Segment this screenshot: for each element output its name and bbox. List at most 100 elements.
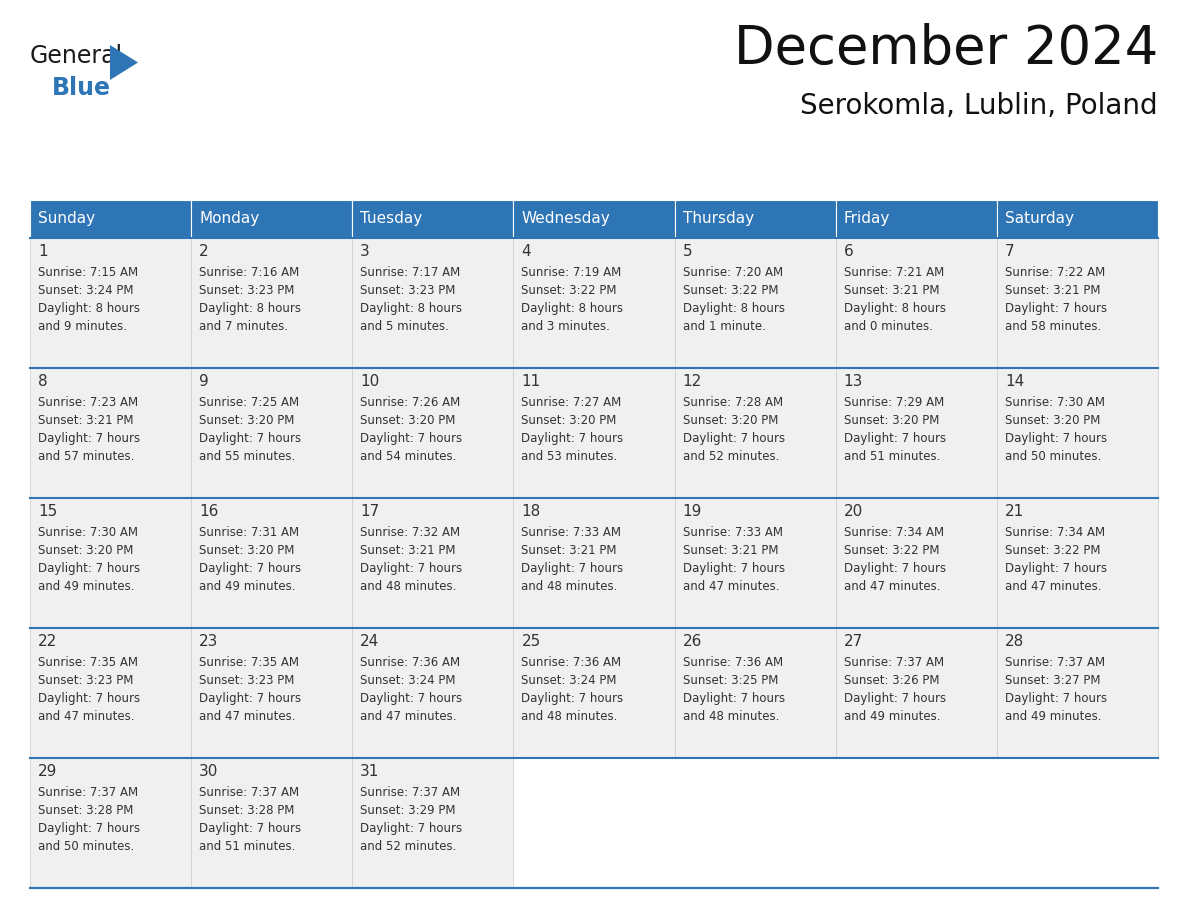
Text: Daylight: 7 hours: Daylight: 7 hours xyxy=(683,692,785,705)
Text: Sunset: 3:21 PM: Sunset: 3:21 PM xyxy=(683,544,778,557)
Text: Sunset: 3:21 PM: Sunset: 3:21 PM xyxy=(522,544,617,557)
Text: and 48 minutes.: and 48 minutes. xyxy=(522,710,618,723)
Bar xyxy=(513,200,675,238)
Bar xyxy=(30,758,191,888)
Text: Saturday: Saturday xyxy=(1005,211,1074,227)
Bar xyxy=(675,200,835,238)
Text: Sunrise: 7:35 AM: Sunrise: 7:35 AM xyxy=(38,656,138,669)
Text: Sunrise: 7:15 AM: Sunrise: 7:15 AM xyxy=(38,266,138,279)
Text: Sunrise: 7:16 AM: Sunrise: 7:16 AM xyxy=(200,266,299,279)
Bar xyxy=(997,238,1158,368)
Text: Sunset: 3:23 PM: Sunset: 3:23 PM xyxy=(38,674,133,687)
Bar xyxy=(997,628,1158,758)
Text: Sunset: 3:23 PM: Sunset: 3:23 PM xyxy=(200,674,295,687)
Text: Sunset: 3:24 PM: Sunset: 3:24 PM xyxy=(522,674,617,687)
Text: Daylight: 7 hours: Daylight: 7 hours xyxy=(522,692,624,705)
Text: Daylight: 7 hours: Daylight: 7 hours xyxy=(1005,302,1107,315)
Text: and 57 minutes.: and 57 minutes. xyxy=(38,450,134,463)
Text: Sunset: 3:21 PM: Sunset: 3:21 PM xyxy=(360,544,456,557)
Text: and 47 minutes.: and 47 minutes. xyxy=(360,710,456,723)
Bar xyxy=(191,758,353,888)
Text: 4: 4 xyxy=(522,244,531,259)
Text: 28: 28 xyxy=(1005,634,1024,649)
Text: Daylight: 7 hours: Daylight: 7 hours xyxy=(522,432,624,445)
Text: Daylight: 7 hours: Daylight: 7 hours xyxy=(1005,432,1107,445)
Polygon shape xyxy=(110,45,138,80)
Text: Daylight: 7 hours: Daylight: 7 hours xyxy=(38,692,140,705)
Bar xyxy=(353,498,513,628)
Text: Daylight: 7 hours: Daylight: 7 hours xyxy=(38,562,140,575)
Text: Sunset: 3:29 PM: Sunset: 3:29 PM xyxy=(360,804,456,817)
Text: 18: 18 xyxy=(522,504,541,519)
Text: Sunset: 3:21 PM: Sunset: 3:21 PM xyxy=(843,284,940,297)
Text: and 51 minutes.: and 51 minutes. xyxy=(843,450,940,463)
Text: Daylight: 7 hours: Daylight: 7 hours xyxy=(38,822,140,835)
Bar xyxy=(191,498,353,628)
Bar xyxy=(675,238,835,368)
Text: 29: 29 xyxy=(38,764,57,779)
Text: Sunrise: 7:36 AM: Sunrise: 7:36 AM xyxy=(683,656,783,669)
Text: Sunset: 3:20 PM: Sunset: 3:20 PM xyxy=(360,414,456,427)
Text: Sunrise: 7:22 AM: Sunrise: 7:22 AM xyxy=(1005,266,1105,279)
Text: 10: 10 xyxy=(360,374,379,389)
Text: 19: 19 xyxy=(683,504,702,519)
Text: Sunset: 3:28 PM: Sunset: 3:28 PM xyxy=(38,804,133,817)
Text: Sunset: 3:26 PM: Sunset: 3:26 PM xyxy=(843,674,940,687)
Text: and 7 minutes.: and 7 minutes. xyxy=(200,320,289,333)
Text: and 0 minutes.: and 0 minutes. xyxy=(843,320,933,333)
Text: Sunrise: 7:35 AM: Sunrise: 7:35 AM xyxy=(200,656,299,669)
Text: Sunset: 3:20 PM: Sunset: 3:20 PM xyxy=(1005,414,1100,427)
Text: Sunrise: 7:30 AM: Sunrise: 7:30 AM xyxy=(1005,396,1105,409)
Text: Daylight: 7 hours: Daylight: 7 hours xyxy=(200,562,302,575)
Text: 13: 13 xyxy=(843,374,864,389)
Text: Sunrise: 7:33 AM: Sunrise: 7:33 AM xyxy=(522,526,621,539)
Text: and 49 minutes.: and 49 minutes. xyxy=(1005,710,1101,723)
Text: Sunset: 3:21 PM: Sunset: 3:21 PM xyxy=(38,414,133,427)
Text: Daylight: 8 hours: Daylight: 8 hours xyxy=(200,302,301,315)
Bar xyxy=(30,368,191,498)
Text: and 3 minutes.: and 3 minutes. xyxy=(522,320,611,333)
Bar xyxy=(30,498,191,628)
Bar xyxy=(835,498,997,628)
Text: Sunrise: 7:17 AM: Sunrise: 7:17 AM xyxy=(360,266,461,279)
Text: Daylight: 8 hours: Daylight: 8 hours xyxy=(360,302,462,315)
Bar xyxy=(675,498,835,628)
Text: 22: 22 xyxy=(38,634,57,649)
Text: and 50 minutes.: and 50 minutes. xyxy=(38,840,134,853)
Text: and 50 minutes.: and 50 minutes. xyxy=(1005,450,1101,463)
Text: Sunset: 3:22 PM: Sunset: 3:22 PM xyxy=(843,544,940,557)
Text: and 58 minutes.: and 58 minutes. xyxy=(1005,320,1101,333)
Bar xyxy=(353,200,513,238)
Text: Daylight: 7 hours: Daylight: 7 hours xyxy=(1005,692,1107,705)
Bar xyxy=(191,628,353,758)
Text: 5: 5 xyxy=(683,244,693,259)
Text: Sunset: 3:20 PM: Sunset: 3:20 PM xyxy=(843,414,939,427)
Bar xyxy=(191,200,353,238)
Text: Daylight: 7 hours: Daylight: 7 hours xyxy=(683,562,785,575)
Text: and 48 minutes.: and 48 minutes. xyxy=(360,580,456,593)
Text: and 49 minutes.: and 49 minutes. xyxy=(200,580,296,593)
Text: 3: 3 xyxy=(360,244,369,259)
Text: Sunday: Sunday xyxy=(38,211,95,227)
Bar xyxy=(997,498,1158,628)
Text: 31: 31 xyxy=(360,764,380,779)
Text: and 47 minutes.: and 47 minutes. xyxy=(200,710,296,723)
Text: Monday: Monday xyxy=(200,211,259,227)
Text: Sunset: 3:22 PM: Sunset: 3:22 PM xyxy=(522,284,617,297)
Text: 16: 16 xyxy=(200,504,219,519)
Text: and 48 minutes.: and 48 minutes. xyxy=(683,710,779,723)
Text: 1: 1 xyxy=(38,244,48,259)
Text: Daylight: 7 hours: Daylight: 7 hours xyxy=(843,432,946,445)
Bar xyxy=(353,628,513,758)
Text: Sunrise: 7:37 AM: Sunrise: 7:37 AM xyxy=(200,786,299,799)
Text: Sunrise: 7:37 AM: Sunrise: 7:37 AM xyxy=(38,786,138,799)
Text: Sunrise: 7:29 AM: Sunrise: 7:29 AM xyxy=(843,396,944,409)
Text: Daylight: 7 hours: Daylight: 7 hours xyxy=(360,432,462,445)
Text: Sunrise: 7:37 AM: Sunrise: 7:37 AM xyxy=(360,786,461,799)
Text: Daylight: 8 hours: Daylight: 8 hours xyxy=(683,302,784,315)
Text: and 47 minutes.: and 47 minutes. xyxy=(1005,580,1101,593)
Text: 20: 20 xyxy=(843,504,862,519)
Text: Daylight: 7 hours: Daylight: 7 hours xyxy=(843,692,946,705)
Text: Sunrise: 7:37 AM: Sunrise: 7:37 AM xyxy=(1005,656,1105,669)
Text: Sunset: 3:20 PM: Sunset: 3:20 PM xyxy=(522,414,617,427)
